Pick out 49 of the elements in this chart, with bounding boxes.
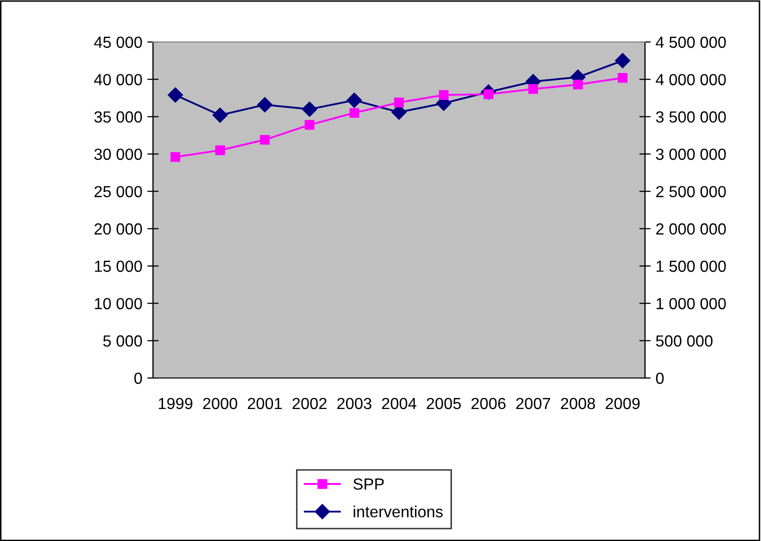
y2-tick-label: 3 500 000 xyxy=(656,111,726,123)
x-tick-label: 2007 xyxy=(516,398,550,410)
point xyxy=(528,84,538,94)
point xyxy=(170,152,180,162)
legend-label: interventions xyxy=(354,506,443,518)
x-tick-label: 2003 xyxy=(337,398,372,410)
x-tick-label: 2004 xyxy=(382,398,416,410)
y2-tick-label: 2 000 000 xyxy=(656,223,726,235)
x-tick-label: 2000 xyxy=(203,398,238,410)
point xyxy=(346,92,362,108)
point xyxy=(573,80,583,90)
point xyxy=(260,134,270,145)
x-tick-label: 2001 xyxy=(248,398,282,410)
point xyxy=(215,145,225,156)
y-tick-label: 35 000 xyxy=(94,111,142,123)
point xyxy=(304,120,314,130)
point xyxy=(615,53,630,68)
x-tick-label: 2002 xyxy=(292,398,327,410)
y-tick-label: 40 000 xyxy=(94,74,142,86)
point xyxy=(618,72,628,83)
point xyxy=(438,90,449,100)
y-tick-label: 45 000 xyxy=(94,36,142,48)
y2-tick-label: 1 000 000 xyxy=(656,298,726,310)
point xyxy=(257,97,272,112)
y2-tick-label: 1 500 000 xyxy=(656,260,726,272)
y2-tick-label: 2 500 000 xyxy=(656,186,726,198)
point xyxy=(168,87,183,103)
y-tick-label: 30 000 xyxy=(94,148,142,160)
point xyxy=(394,98,404,108)
y-tick-label: 15 000 xyxy=(94,260,142,272)
x-tick-label: 2009 xyxy=(606,398,640,410)
point xyxy=(212,108,228,123)
point xyxy=(349,108,360,118)
x-tick-label: 2006 xyxy=(471,398,506,410)
point xyxy=(302,102,318,117)
y2-tick-label: 0 xyxy=(656,372,664,384)
y2-tick-label: 4 500 000 xyxy=(656,36,726,48)
x-tick-label: 2005 xyxy=(426,398,461,410)
y-tick-label: 10 000 xyxy=(94,298,142,310)
y-tick-label: 25 000 xyxy=(94,186,142,198)
y2-tick-label: 500 000 xyxy=(656,335,713,347)
x-tick-label: 2008 xyxy=(560,398,595,410)
y-tick-label: 0 xyxy=(134,372,142,384)
y2-tick-label: 4 000 000 xyxy=(656,74,726,86)
x-tick-label: 1999 xyxy=(158,398,192,410)
y2-tick-label: 3 000 000 xyxy=(656,148,726,160)
legend-label: SPP xyxy=(353,478,384,490)
y-tick-label: 5 000 xyxy=(103,335,142,347)
y-tick-label: 20 000 xyxy=(94,223,142,235)
